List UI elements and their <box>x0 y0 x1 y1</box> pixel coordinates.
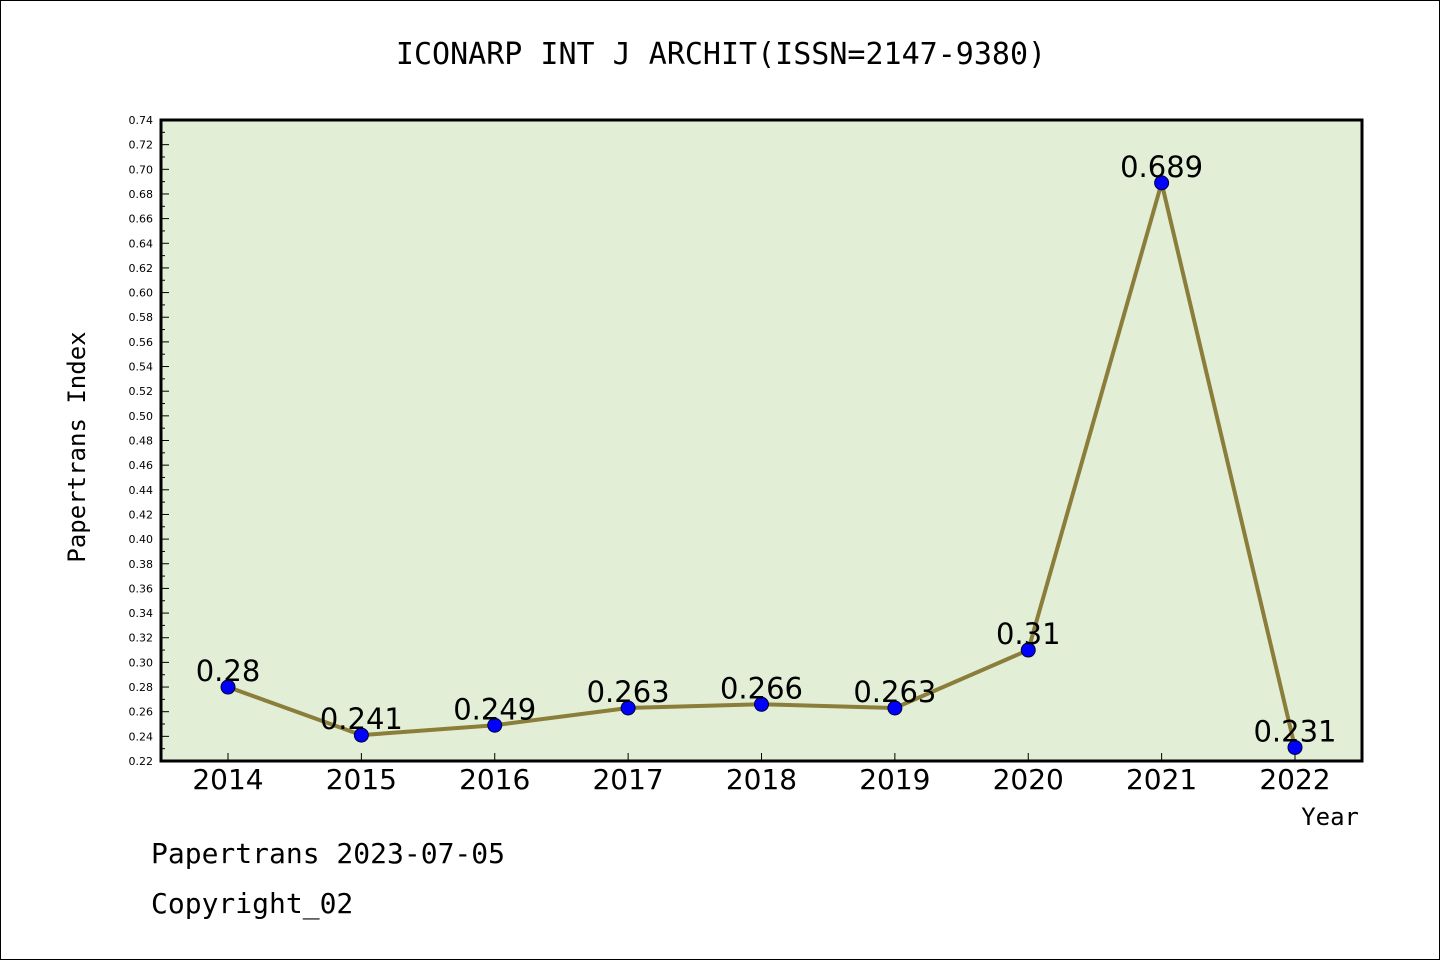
y-tick-label: 0.50 <box>129 410 154 423</box>
y-tick-label: 0.74 <box>129 114 154 127</box>
y-tick-label: 0.44 <box>129 484 154 497</box>
data-label: 0.249 <box>453 692 536 726</box>
y-tick-label: 0.36 <box>129 582 154 595</box>
data-point <box>1287 739 1303 755</box>
footer-copyright: Copyright_02 <box>151 887 354 920</box>
footer-date: Papertrans 2023-07-05 <box>151 837 506 870</box>
y-tick-label: 0.60 <box>129 287 154 300</box>
x-tick-label: 2017 <box>592 763 663 796</box>
y-tick-label: 0.64 <box>129 237 154 250</box>
y-tick-label: 0.58 <box>129 311 154 324</box>
x-tick-label: 2022 <box>1259 763 1330 796</box>
chart-title: ICONARP INT J ARCHIT(ISSN=2147-9380) <box>395 37 1047 72</box>
data-point <box>887 700 903 716</box>
data-point <box>620 700 636 716</box>
y-tick-label: 0.28 <box>129 681 154 694</box>
data-label: 0.231 <box>1253 714 1336 748</box>
y-tick-label: 0.66 <box>129 213 154 226</box>
data-point <box>487 717 503 733</box>
data-label: 0.241 <box>320 702 403 736</box>
data-label: 0.263 <box>853 675 936 709</box>
y-tick-label: 0.72 <box>129 139 154 152</box>
x-tick-label: 2021 <box>1126 763 1197 796</box>
data-point <box>220 679 236 695</box>
y-tick-label: 0.42 <box>129 508 154 521</box>
y-tick-label: 0.48 <box>129 435 154 448</box>
x-tick-label: 2016 <box>459 763 530 796</box>
x-tick-label: 2014 <box>192 763 263 796</box>
y-tick-label: 0.22 <box>129 755 154 768</box>
x-axis-label: Year <box>1301 803 1359 831</box>
y-tick-label: 0.62 <box>129 262 154 275</box>
y-tick-label: 0.68 <box>129 188 154 201</box>
x-tick-label: 2019 <box>859 763 930 796</box>
y-tick-label: 0.24 <box>129 730 154 743</box>
data-point <box>754 696 769 712</box>
data-point <box>1020 642 1036 658</box>
y-tick-label: 0.26 <box>129 706 154 719</box>
y-tick-label: 0.34 <box>129 607 154 620</box>
y-tick-label: 0.46 <box>129 459 154 472</box>
x-tick-label: 2015 <box>326 763 397 796</box>
y-tick-label: 0.30 <box>129 656 154 669</box>
y-tick-label: 0.32 <box>129 632 154 645</box>
data-label: 0.263 <box>587 675 670 709</box>
y-tick-label: 0.52 <box>129 385 154 398</box>
y-tick-label: 0.54 <box>129 361 154 374</box>
data-label: 0.266 <box>720 671 803 705</box>
data-label: 0.31 <box>996 617 1061 651</box>
x-tick-label: 2018 <box>726 763 797 796</box>
data-label: 0.689 <box>1120 150 1203 184</box>
y-tick-label: 0.38 <box>129 558 154 571</box>
plot-area <box>159 118 1364 763</box>
y-tick-label: 0.40 <box>129 533 154 546</box>
y-tick-label: 0.56 <box>129 336 154 349</box>
data-point <box>353 727 369 743</box>
x-tick-label: 2020 <box>993 763 1064 796</box>
y-tick-label: 0.70 <box>129 163 154 176</box>
data-point <box>1154 175 1170 191</box>
data-label: 0.28 <box>196 654 261 688</box>
